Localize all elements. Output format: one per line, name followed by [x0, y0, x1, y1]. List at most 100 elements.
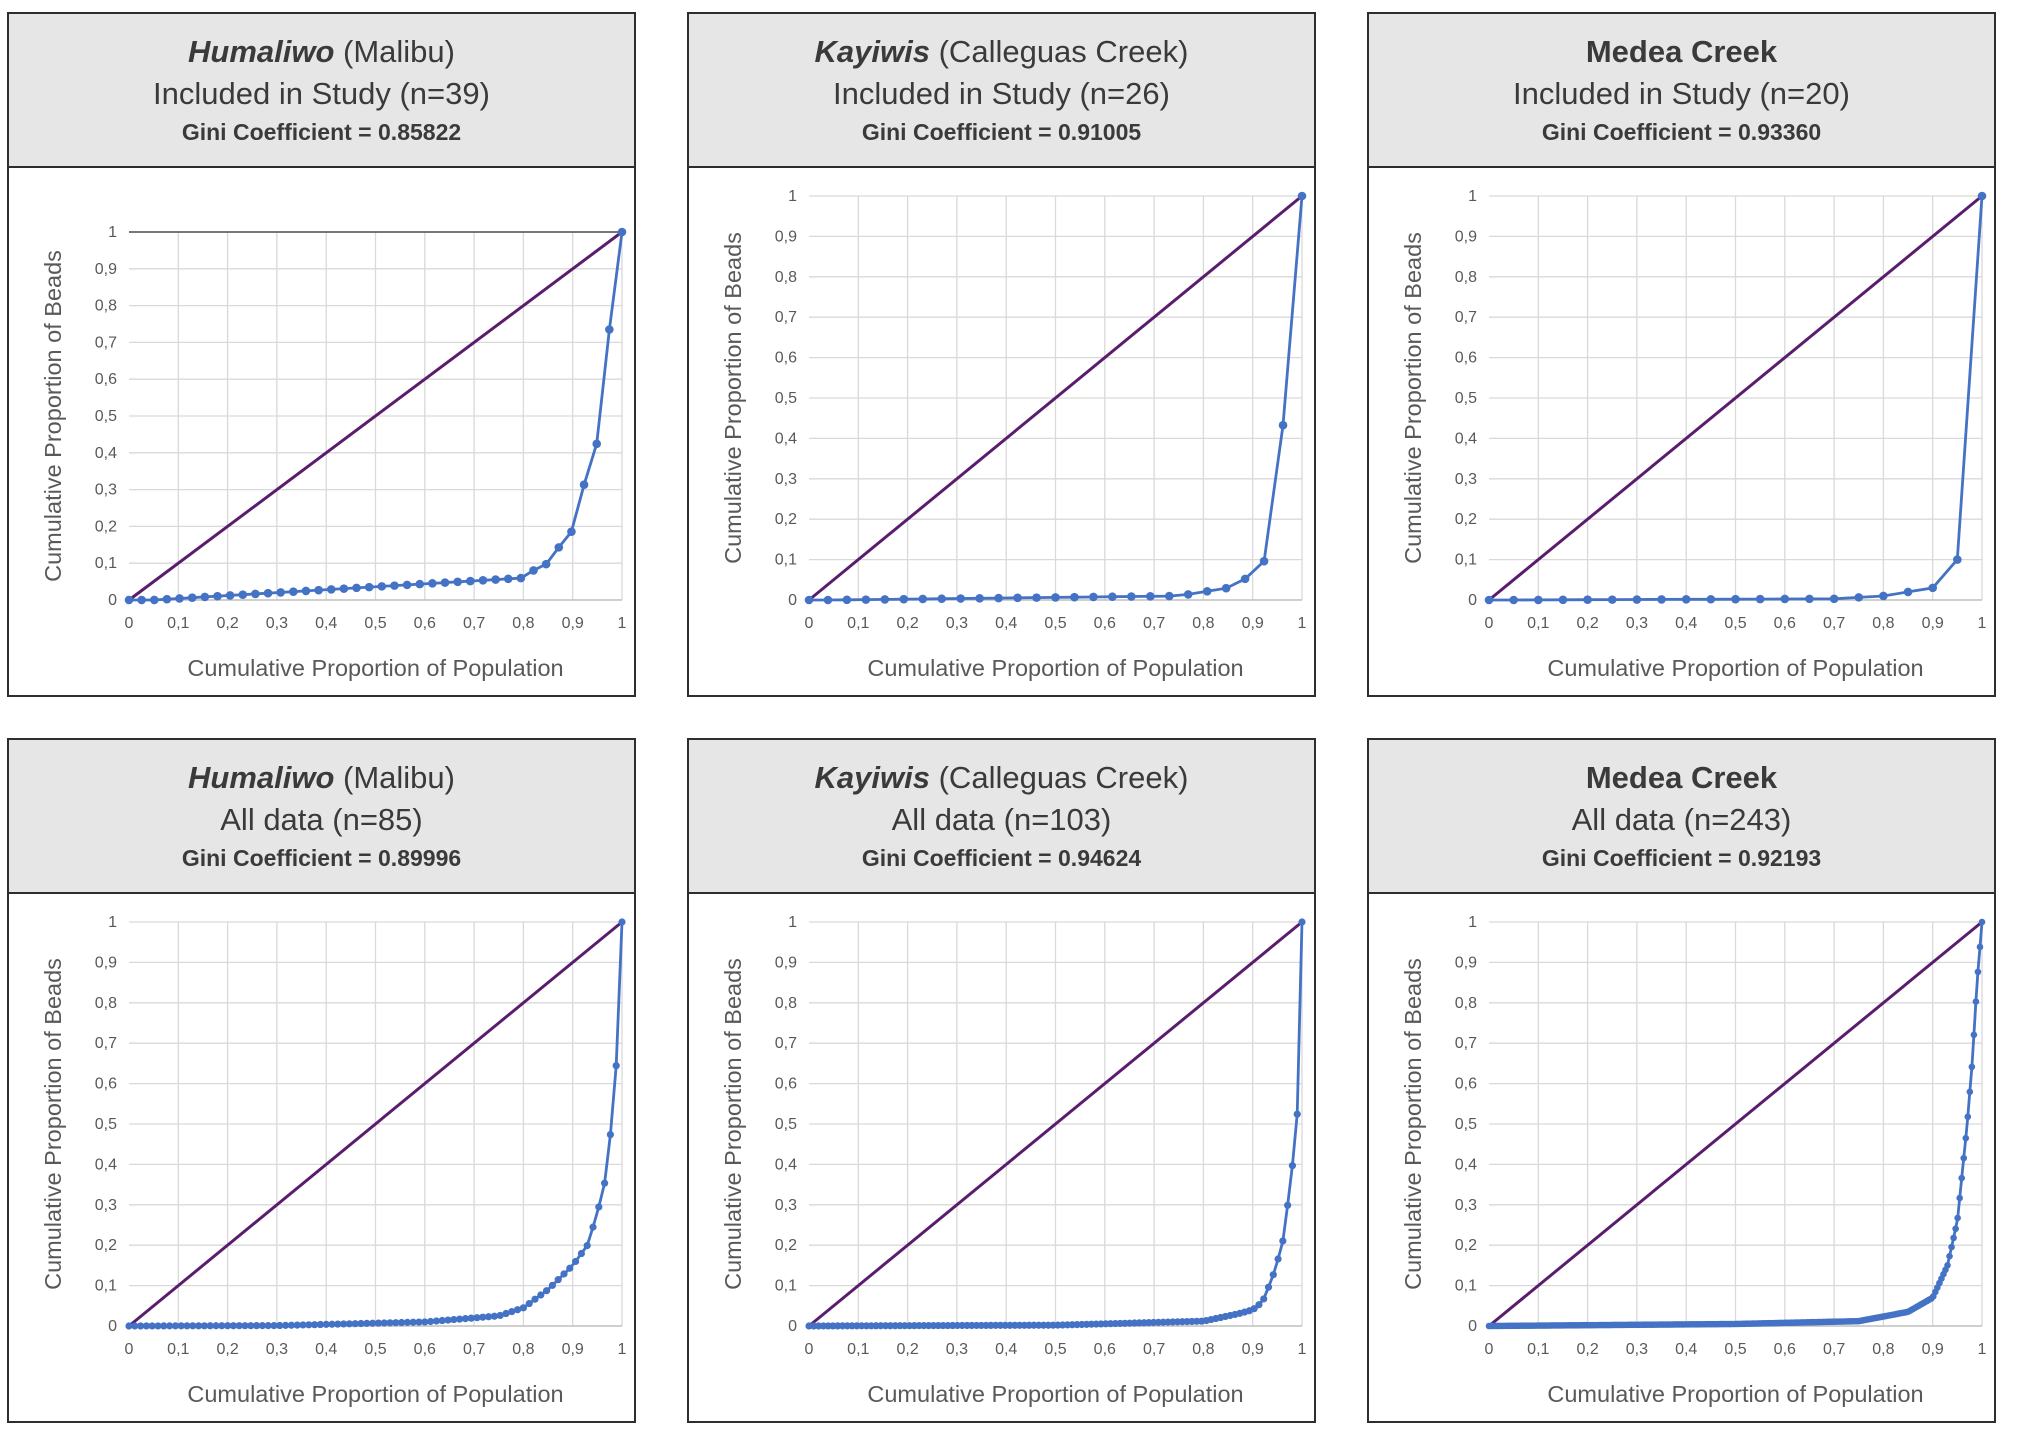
site-qualifier: (Calleguas Creek): [930, 760, 1189, 795]
lorenz-panel: Humaliwo (Malibu) Included in Study (n=3…: [7, 12, 636, 697]
y-tick-label: 0,3: [1455, 471, 1477, 488]
lorenz-point: [264, 1322, 272, 1330]
lorenz-point: [224, 1322, 232, 1330]
lorenz-point: [340, 1320, 348, 1328]
y-axis-title: Cumulative Proportion of Beads: [40, 250, 66, 582]
lorenz-point: [1972, 998, 1980, 1005]
lorenz-point: [183, 1322, 191, 1330]
panel-header: Kayiwis (Calleguas Creek) All data (n=10…: [689, 740, 1314, 894]
y-tick-label: 0,2: [775, 1237, 797, 1254]
y-tick-label: 0,2: [775, 511, 797, 528]
panel-header: Kayiwis (Calleguas Creek) Included in St…: [689, 14, 1314, 168]
x-tick-label: 0,9: [1922, 1341, 1944, 1358]
x-tick-label: 0,2: [1576, 1341, 1598, 1358]
lorenz-point: [605, 325, 614, 334]
lorenz-point: [195, 1322, 203, 1330]
lorenz-point: [386, 1319, 394, 1327]
lorenz-point: [861, 595, 871, 604]
site-name: Medea Creek: [1585, 34, 1778, 69]
x-tick-label: 1: [618, 615, 627, 632]
y-tick-label: 0,1: [95, 555, 117, 572]
lorenz-point: [328, 1320, 336, 1328]
lorenz-point: [1279, 1237, 1287, 1245]
y-tick-label: 0,9: [1455, 954, 1477, 971]
lorenz-point: [149, 595, 159, 605]
site-name: Medea Creek: [1585, 760, 1778, 795]
lorenz-point: [276, 1321, 284, 1330]
lorenz-point: [1960, 1154, 1968, 1162]
lorenz-point: [1944, 1262, 1951, 1269]
panel-site-title: Humaliwo (Malibu): [9, 760, 634, 796]
lorenz-point: [956, 594, 965, 603]
lorenz-point: [1958, 1174, 1966, 1182]
lorenz-point: [200, 592, 210, 602]
y-tick-label: 0,6: [1455, 350, 1477, 367]
lorenz-point: [402, 580, 412, 590]
lorenz-point: [560, 1270, 568, 1278]
y-tick-label: 0,9: [1455, 228, 1477, 245]
y-tick-label: 0,2: [1455, 511, 1477, 528]
lorenz-point: [189, 1322, 197, 1330]
lorenz-point: [1146, 591, 1155, 601]
x-tick-label: 0: [1485, 1341, 1494, 1358]
lorenz-point: [415, 579, 425, 589]
y-tick-label: 0,9: [95, 261, 117, 278]
lorenz-point: [270, 1322, 278, 1330]
lorenz-panel: Humaliwo (Malibu) All data (n=85) Gini C…: [7, 738, 636, 1423]
lorenz-point: [398, 1318, 406, 1327]
lorenz-point: [525, 1299, 533, 1308]
x-tick-label: 0,5: [1044, 1341, 1066, 1358]
x-tick-label: 0,8: [512, 1341, 534, 1358]
gini-coefficient: Gini Coefficient = 0.93360: [1541, 119, 1822, 145]
lorenz-point: [1968, 1063, 1976, 1071]
x-tick-label: 0,9: [1242, 1341, 1264, 1358]
lorenz-point: [1070, 592, 1079, 602]
gini-coefficient: Gini Coefficient = 0.89996: [181, 845, 462, 871]
y-tick-label: 0,5: [1455, 1116, 1477, 1133]
equality-line: [808, 920, 1303, 1328]
gridlines: [129, 231, 623, 600]
gini-coefficient: Gini Coefficient = 0.85822: [181, 119, 462, 145]
lorenz-point: [823, 595, 833, 605]
site-name: Humaliwo: [188, 760, 335, 795]
lorenz-point: [595, 1203, 603, 1211]
lorenz-point: [1259, 556, 1269, 566]
lorenz-point: [1829, 594, 1839, 604]
lorenz-point: [1970, 1031, 1978, 1039]
x-tick-label: 0,5: [1724, 615, 1746, 632]
lorenz-point: [438, 1316, 446, 1325]
lorenz-point: [229, 1322, 237, 1330]
lorenz-point: [899, 594, 909, 604]
x-axis-title: Cumulative Proportion of Population: [867, 1381, 1243, 1407]
x-tick-label: 0,9: [562, 1341, 584, 1358]
x-tick-label: 0,9: [1242, 615, 1264, 632]
y-axis-title: Cumulative Proportion of Beads: [720, 232, 746, 564]
lorenz-point: [1558, 595, 1568, 605]
y-tick-label: 1: [788, 914, 797, 931]
lorenz-point: [496, 1311, 504, 1320]
y-tick-label: 0,3: [95, 1197, 117, 1214]
y-tick-label: 0,8: [1455, 269, 1477, 286]
y-tick-label: 1: [108, 224, 117, 241]
lorenz-point: [618, 918, 626, 926]
lorenz-chart: 0 0,1 0,2 0,3 0,4 0,5 0,6 0,7 0,8 0,9 1 0 0,1 0,2 0,3 0…: [1400, 188, 1987, 681]
lorenz-point: [572, 1257, 580, 1266]
lorenz-point: [1755, 594, 1765, 604]
y-tick-label: 0,3: [95, 482, 117, 499]
x-tick-label: 0,3: [266, 615, 288, 632]
lorenz-point: [1879, 591, 1888, 601]
lorenz-panel: Kayiwis (Calleguas Creek) All data (n=10…: [687, 738, 1316, 1423]
x-tick-label: 0,1: [1527, 1341, 1549, 1358]
x-tick-label: 0,6: [1094, 615, 1116, 632]
y-tick-label: 0: [108, 1318, 117, 1335]
lorenz-point: [1260, 1295, 1268, 1303]
lorenz-point: [473, 1314, 481, 1322]
equality-line: [128, 230, 623, 602]
x-tick-label: 0,1: [847, 1341, 869, 1358]
x-axis-title: Cumulative Proportion of Population: [1547, 1381, 1923, 1407]
x-tick-label: 0,7: [463, 615, 485, 632]
lorenz-curve: [129, 231, 624, 602]
lorenz-point: [1950, 1234, 1957, 1242]
lorenz-point: [880, 595, 890, 604]
lorenz-point: [187, 593, 197, 602]
